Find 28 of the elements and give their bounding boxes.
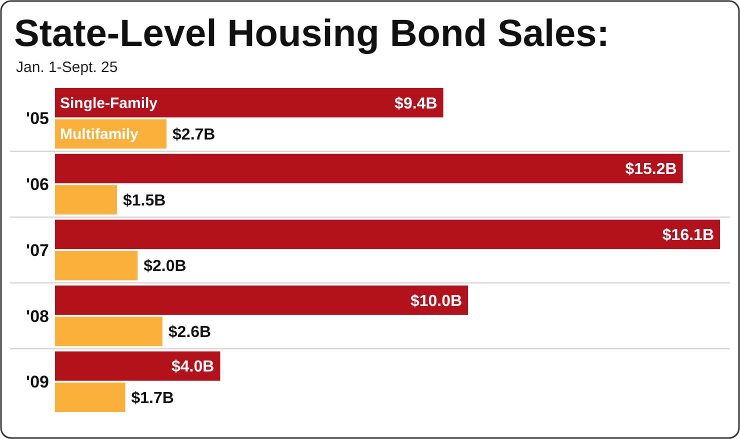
data-label: $16.1B <box>662 226 714 244</box>
y-tick-label: '08 <box>26 306 49 326</box>
y-tick-label: '06 <box>26 175 49 194</box>
data-label: $9.4B <box>394 95 438 112</box>
bar <box>55 185 117 214</box>
chart-title: State-Level Housing Bond Sales: <box>14 13 610 55</box>
data-label: $2.6B <box>168 324 212 342</box>
bar <box>55 220 720 250</box>
data-label: $15.2B <box>625 161 677 178</box>
bar <box>55 382 126 412</box>
y-tick-label: '05 <box>26 109 49 128</box>
y-tick-label: '07 <box>26 240 49 260</box>
data-label: $2.7B <box>172 126 216 144</box>
data-label: $4.0B <box>172 358 214 376</box>
bar <box>55 88 444 118</box>
bar <box>55 286 468 315</box>
series-label: Multifamily <box>60 126 139 144</box>
bar <box>55 154 683 184</box>
bar <box>55 351 220 381</box>
data-label: $1.7B <box>131 390 174 407</box>
chart-subtitle: Jan. 1-Sept. 25 <box>16 59 118 76</box>
bar <box>55 316 162 346</box>
data-label: $1.5B <box>122 192 166 210</box>
series-label: Single-Family <box>60 94 158 112</box>
bar <box>55 250 138 280</box>
data-label: $2.0B <box>144 258 186 276</box>
y-tick-label: '09 <box>26 372 49 392</box>
data-label: $10.0B <box>410 292 462 310</box>
